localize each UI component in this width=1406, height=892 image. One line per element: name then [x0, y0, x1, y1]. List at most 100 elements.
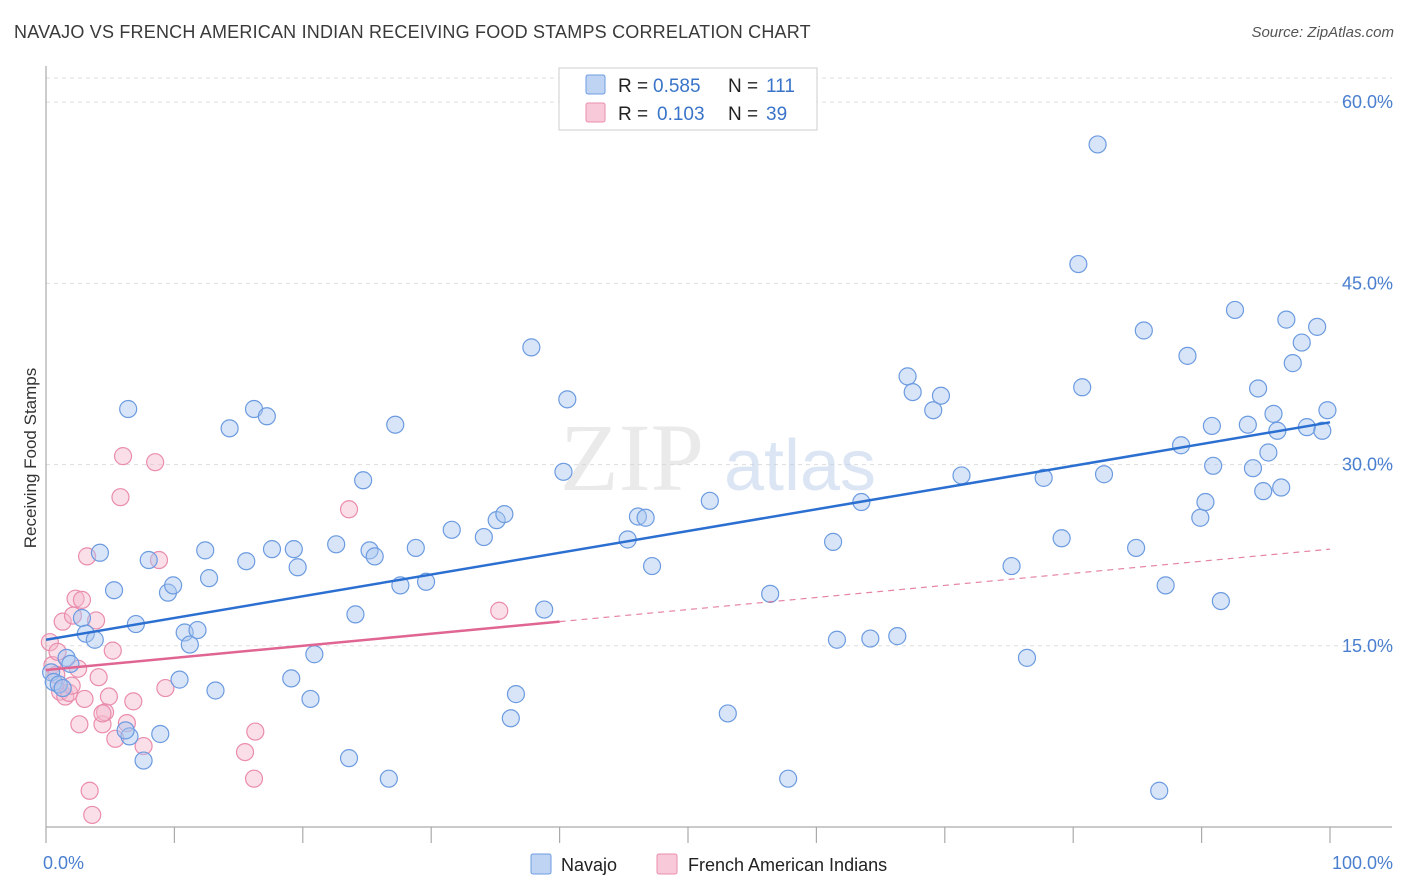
french-point: [53, 612, 72, 631]
french-point: [111, 488, 130, 507]
french-point: [244, 769, 264, 788]
navajo-point: [1225, 300, 1245, 320]
navajo-point: [628, 507, 648, 526]
navajo-point: [1017, 648, 1037, 667]
x-tick-label: 100.0%: [1332, 853, 1393, 873]
legend-navajo-swatch: [585, 74, 606, 95]
navajo-point: [888, 627, 907, 646]
navajo-point: [305, 645, 324, 664]
french-point: [86, 611, 106, 630]
french-point: [246, 722, 265, 741]
bottom-legend-navajo-label: Navajo: [561, 855, 617, 875]
navajo-point: [72, 608, 92, 628]
french-point: [75, 689, 94, 709]
french-point: [149, 550, 169, 570]
navajo-point: [1238, 415, 1257, 434]
navajo-point: [196, 541, 215, 560]
navajo-point: [1313, 421, 1332, 440]
navajo-point: [636, 508, 655, 527]
correlation-legend: R = 0.585 N = 111 R = 0.103 N = 39: [558, 67, 818, 131]
navajo-point: [104, 581, 124, 600]
french-point: [146, 453, 165, 472]
navajo-point: [180, 635, 199, 654]
navajo-point: [1254, 482, 1273, 501]
navajo-point: [288, 558, 307, 577]
navajo-point: [1150, 781, 1169, 800]
french-point: [113, 447, 133, 466]
legend-r-value-1: 0.585: [653, 76, 701, 97]
bottom-legend-french-label: French American Indians: [688, 855, 887, 875]
navajo-point: [206, 681, 225, 700]
navajo-point: [257, 407, 276, 426]
navajo-point: [85, 630, 104, 649]
navajo-point: [761, 584, 780, 603]
navajo-point: [1204, 456, 1223, 475]
legend-n-value-2: 39: [766, 104, 787, 125]
navajo-point: [1202, 416, 1221, 436]
navajo-point: [700, 491, 719, 510]
navajo-point: [199, 569, 219, 588]
legend-r-value-2: 0.103: [657, 104, 705, 125]
y-tick-label: 45.0%: [1342, 273, 1393, 293]
legend-r-label-1: R =: [618, 76, 648, 97]
french-point: [66, 589, 85, 608]
navajo-point: [1308, 317, 1327, 336]
navajo-point: [220, 419, 239, 438]
navajo-point: [1292, 333, 1311, 352]
navajo-point: [1052, 529, 1071, 548]
bottom-legend-navajo-swatch: [530, 853, 552, 875]
navajo-point: [1277, 310, 1296, 329]
y-tick-label: 60.0%: [1342, 92, 1393, 112]
navajo-point: [90, 543, 110, 562]
navajo-point: [284, 540, 303, 559]
navajo-point: [301, 689, 320, 709]
navajo-point: [282, 669, 301, 688]
navajo-point: [1178, 346, 1197, 365]
y-tick-labels: 15.0% 30.0% 45.0% 60.0%: [1342, 92, 1393, 656]
navajo-point: [558, 390, 577, 409]
navajo-point: [535, 600, 554, 619]
legend-r-label-2: R =: [618, 104, 648, 125]
french-point: [134, 736, 153, 756]
navajo-point: [1134, 321, 1153, 340]
navajo-point: [823, 532, 843, 551]
chart-title: NAVAJO VS FRENCH AMERICAN INDIAN RECEIVI…: [14, 22, 811, 42]
navajo-point: [406, 538, 425, 558]
french-point: [80, 781, 99, 800]
navajo-point: [718, 704, 737, 723]
navajo-point: [1156, 576, 1175, 595]
french-point: [83, 805, 102, 825]
navajo-point: [1318, 401, 1337, 420]
navajo-point: [522, 338, 541, 357]
french-trend-line-dashed: [559, 548, 1331, 623]
navajo-point: [924, 401, 943, 420]
watermark: ZIP atlas: [560, 404, 876, 511]
navajo-point: [1196, 492, 1215, 512]
navajo-point: [903, 382, 922, 402]
french-point: [235, 742, 255, 762]
navajo-point: [188, 620, 207, 640]
watermark-atlas: atlas: [724, 426, 876, 506]
navajo-point: [501, 709, 520, 728]
x-tick-label: 0.0%: [43, 853, 84, 873]
navajo-point: [1073, 378, 1092, 397]
navajo-point: [1248, 379, 1268, 398]
navajo-point: [346, 605, 365, 624]
navajo-trend-line: [45, 421, 1331, 641]
source-credit: Source: ZipAtlas.com: [1251, 24, 1394, 41]
navajo-point: [170, 670, 189, 689]
navajo-point: [1069, 254, 1088, 274]
watermark-zip: ZIP: [560, 404, 704, 511]
french-point: [48, 642, 67, 661]
navajo-point: [1094, 465, 1114, 484]
legend-n-label-1: N =: [728, 76, 758, 97]
navajo-point: [861, 629, 880, 648]
trend-lines: [45, 421, 1331, 672]
series-french-american-indians: [40, 447, 509, 825]
navajo-point: [354, 471, 373, 490]
french-point: [70, 715, 89, 734]
navajo-point: [61, 654, 80, 674]
french-point: [103, 641, 122, 660]
french-trend-line-solid: [45, 620, 560, 672]
legend-n-value-1: 111: [766, 76, 795, 97]
